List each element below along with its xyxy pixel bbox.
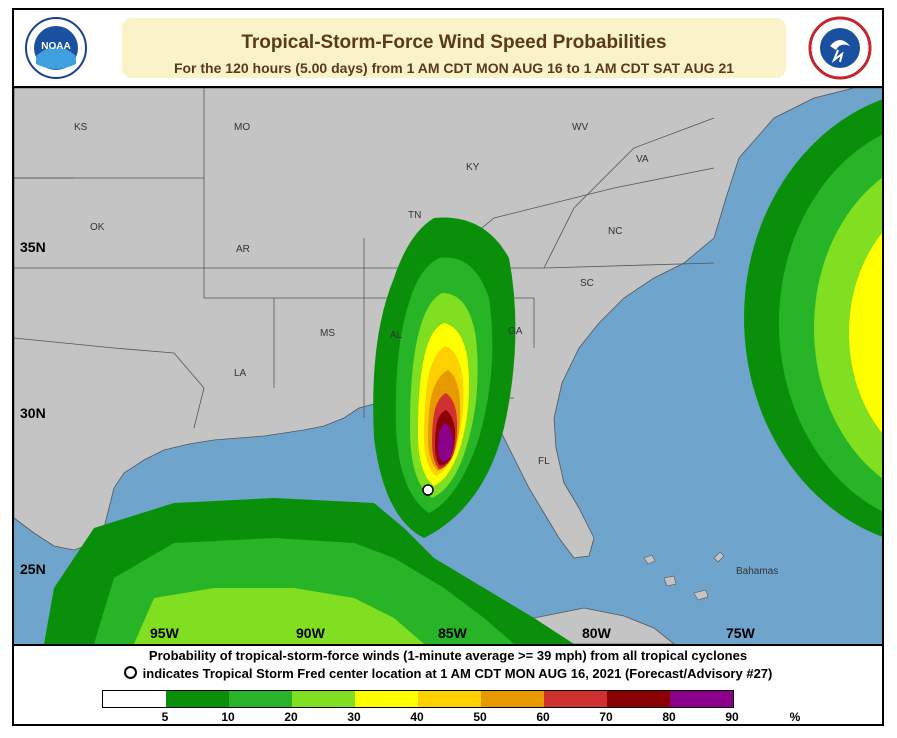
lon-label-95w: 95W <box>150 625 180 641</box>
footer-storm-note-text: indicates Tropical Storm Fred center loc… <box>142 666 773 681</box>
state-label-ks: KS <box>74 122 88 133</box>
lon-label-75w: 75W <box>726 625 756 641</box>
legend-color-bar <box>102 690 734 708</box>
legend-label: 10 <box>221 710 235 724</box>
lon-label-85w: 85W <box>438 625 468 641</box>
legend-swatch <box>607 691 670 707</box>
state-label-fl: FL <box>538 456 550 467</box>
product-frame: NOAA Tropical-Storm-Force Wind Speed Pro… <box>12 8 884 726</box>
legend-swatch <box>670 691 733 707</box>
lat-label-30n: 30N <box>20 405 46 421</box>
state-label-ky: KY <box>466 162 480 173</box>
footer: Probability of tropical-storm-force wind… <box>14 644 882 724</box>
state-label-ms: MS <box>320 328 335 339</box>
state-label-nc: NC <box>608 226 622 237</box>
state-label-va: VA <box>636 154 649 165</box>
lat-label-35n: 35N <box>20 239 46 255</box>
place-label-bahamas: Bahamas <box>736 566 778 577</box>
footer-description: Probability of tropical-storm-force wind… <box>148 648 748 663</box>
legend-swatch <box>292 691 355 707</box>
state-labels: KS MO WV VA KY OK AR TN NC SC MS AL GA L… <box>74 122 778 577</box>
legend-swatch <box>481 691 544 707</box>
map-svg: KS MO WV VA KY OK AR TN NC SC MS AL GA L… <box>14 88 882 644</box>
legend-label: 30 <box>347 710 361 724</box>
legend-swatch <box>229 691 292 707</box>
legend-label: 90 <box>725 710 739 724</box>
land-bahamas <box>643 551 725 601</box>
state-label-la: LA <box>234 368 247 379</box>
legend-label: 5 <box>161 710 169 724</box>
legend-label: 40 <box>410 710 424 724</box>
lon-label-80w: 80W <box>582 625 612 641</box>
legend-swatch <box>355 691 418 707</box>
storm-center-marker <box>422 484 434 496</box>
fred-plume-contours <box>373 217 516 538</box>
legend-label: 60 <box>536 710 550 724</box>
legend-label: 20 <box>284 710 298 724</box>
page-subtitle: For the 120 hours (5.00 days) from 1 AM … <box>173 60 735 76</box>
state-label-sc: SC <box>580 278 594 289</box>
legend-label: 50 <box>473 710 487 724</box>
state-label-ok: OK <box>90 222 105 233</box>
state-label-mo: MO <box>234 122 250 133</box>
legend-swatch <box>544 691 607 707</box>
title-band: Tropical-Storm-Force Wind Speed Probabil… <box>122 18 786 78</box>
state-label-wv: WV <box>572 122 588 133</box>
legend-swatch <box>166 691 229 707</box>
footer-storm-note: indicates Tropical Storm Fred center loc… <box>14 666 882 681</box>
legend-swatch <box>103 691 166 707</box>
gulf-west-contours <box>44 498 574 644</box>
lat-label-25n: 25N <box>20 561 46 577</box>
legend-labels: 5 10 20 30 40 50 60 70 80 90% <box>102 710 801 726</box>
noaa-logo-text: NOAA <box>41 41 70 52</box>
noaa-logo: NOAA <box>24 16 88 85</box>
state-label-tn: TN <box>408 210 421 221</box>
graticule-labels: 35N 30N 25N 95W 90W 85W 80W 75W <box>20 239 756 641</box>
state-label-al: AL <box>390 330 403 341</box>
atlantic-contours <box>744 99 882 537</box>
nws-logo <box>808 16 872 85</box>
probability-map: KS MO WV VA KY OK AR TN NC SC MS AL GA L… <box>14 86 882 646</box>
page-title: Tropical-Storm-Force Wind Speed Probabil… <box>241 32 667 53</box>
legend-label: 80 <box>662 710 676 724</box>
storm-center-legend-icon <box>123 666 137 679</box>
legend-swatch <box>418 691 481 707</box>
lon-label-90w: 90W <box>296 625 326 641</box>
state-label-ga: GA <box>508 326 523 337</box>
color-legend: 5 10 20 30 40 50 60 70 80 90% <box>102 690 801 726</box>
header: NOAA Tropical-Storm-Force Wind Speed Pro… <box>14 10 882 86</box>
legend-label: 70 <box>599 710 613 724</box>
legend-label: % <box>789 710 801 724</box>
state-label-ar: AR <box>236 244 250 255</box>
